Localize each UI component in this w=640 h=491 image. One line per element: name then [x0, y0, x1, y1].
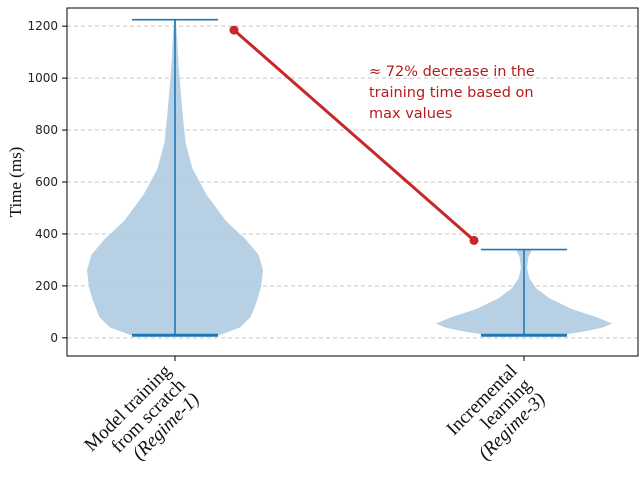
y-tick-label-0: 0: [50, 331, 58, 345]
y-tick-label-800: 800: [35, 123, 58, 137]
y-tick-label-200: 200: [35, 279, 58, 293]
y-tick-label-1200: 1200: [27, 19, 58, 33]
max-point-regime-1: [229, 25, 239, 35]
y-tick-label-600: 600: [35, 175, 58, 189]
annotation-text-line-3: max values: [369, 106, 452, 122]
y-axis-label: Time (ms): [6, 147, 25, 218]
annotation-text-line-2: training time based on: [369, 85, 534, 101]
y-axis-ticks: 0 200 400 600 800 1000 1200: [27, 19, 67, 345]
decrease-arrow-line: [233, 28, 475, 242]
x-category-regime-3: Incremental learning (Regime-3): [443, 361, 550, 465]
annotation-group: ≈ 72% decrease in the training time base…: [229, 25, 535, 245]
max-point-regime-3: [469, 235, 479, 245]
x-category-regime-1: Model training from scratch (Regime-1): [80, 360, 203, 464]
y-tick-label-400: 400: [35, 227, 58, 241]
y-tick-label-1000: 1000: [27, 71, 58, 85]
annotation-text-line-1: ≈ 72% decrease in the: [369, 64, 535, 80]
violins: [87, 18, 612, 337]
